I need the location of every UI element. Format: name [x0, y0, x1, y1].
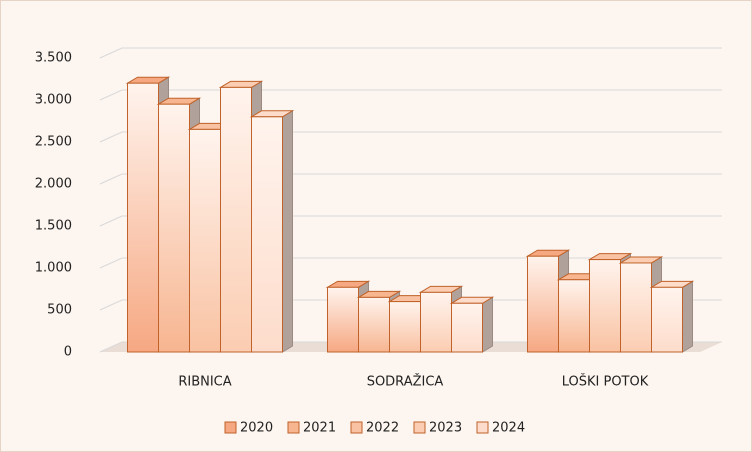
bar-front — [127, 82, 159, 353]
y-tick-label: 2.000 — [35, 177, 72, 192]
grid-line — [99, 47, 722, 59]
y-tick-label: 1.500 — [35, 219, 72, 234]
bar — [249, 109, 295, 353]
y-tick-label: 3.000 — [35, 93, 72, 108]
bar — [449, 296, 495, 353]
bar-front — [651, 286, 683, 353]
grid-line — [99, 341, 722, 353]
legend-swatch — [413, 421, 426, 434]
x-tick-label: SODRAŽICA — [367, 374, 444, 390]
y-tick-label: 500 — [47, 303, 72, 318]
grid-line — [99, 89, 722, 101]
y-tick-label: 0 — [64, 345, 72, 360]
legend-swatch — [350, 421, 363, 434]
bar-side — [682, 280, 693, 353]
legend-label: 2020 — [240, 421, 273, 436]
legend-label: 2023 — [429, 421, 462, 436]
grid-line — [99, 215, 722, 227]
grid-line — [99, 257, 722, 269]
x-tick-label: LOŠKI POTOK — [562, 374, 649, 390]
grid-line — [99, 131, 722, 143]
y-tick-label: 3.500 — [35, 51, 72, 66]
bar-front — [158, 103, 190, 353]
bar-front — [327, 286, 359, 353]
legend-label: 2022 — [366, 421, 399, 436]
bar-front — [589, 259, 621, 353]
bar-front — [189, 128, 221, 353]
bar-front — [220, 86, 252, 353]
bar-side — [482, 296, 493, 353]
bar-front — [527, 255, 559, 353]
x-tick-label: RIBNICA — [178, 375, 231, 390]
bar-front — [251, 116, 283, 353]
bar-front — [358, 296, 390, 353]
grid-line — [99, 299, 722, 311]
y-tick-label: 1.000 — [35, 261, 72, 276]
legend-swatch — [287, 421, 300, 434]
legend-label: 2024 — [492, 421, 525, 436]
bar-front — [389, 301, 421, 353]
bar-front — [420, 291, 452, 353]
bar-side — [282, 109, 293, 353]
bar — [356, 290, 402, 353]
grid-line — [99, 173, 722, 185]
legend-label: 2021 — [303, 421, 336, 436]
legend-swatch — [224, 421, 237, 434]
bar — [649, 280, 695, 353]
bar-front — [620, 262, 652, 353]
bar-front — [451, 302, 483, 353]
bar-front — [558, 279, 590, 353]
legend-swatch — [476, 421, 489, 434]
y-tick-label: 2.500 — [35, 135, 72, 150]
